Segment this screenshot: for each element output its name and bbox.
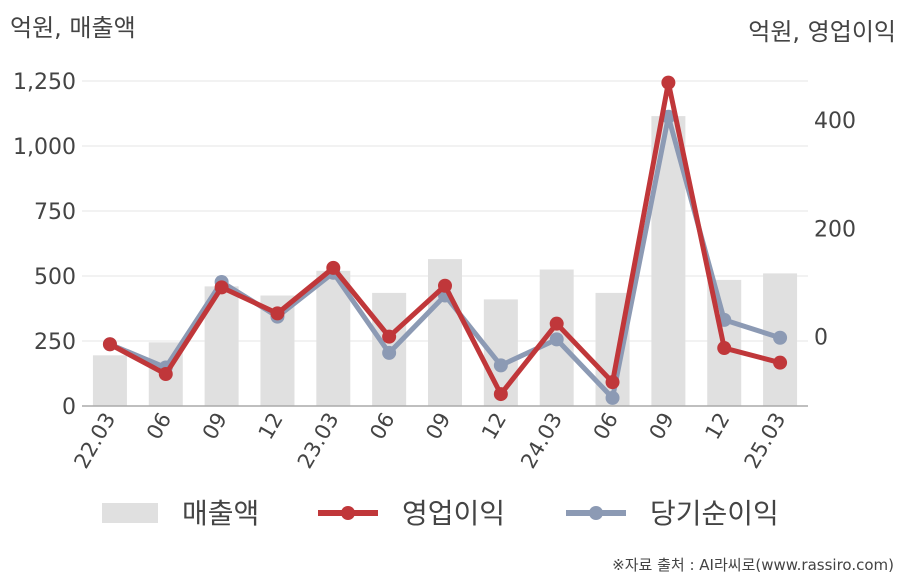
- right-axis-title: 억원, 영업이익: [748, 18, 896, 46]
- x-tick-label: 06: [589, 409, 623, 444]
- gridlines: [82, 80, 808, 342]
- legend-label: 당기순이익: [650, 497, 779, 530]
- left-axis-ticks: 0 250 500 750 1,000 1,250: [13, 70, 76, 420]
- line-series: [102, 75, 788, 405]
- left-tick-label: 0: [62, 395, 76, 420]
- left-tick-label: 250: [34, 330, 76, 355]
- data-point: [158, 367, 173, 382]
- legend-label: 영업이익: [402, 497, 505, 530]
- left-tick-label: 750: [34, 200, 76, 225]
- left-tick-label: 1,250: [13, 70, 76, 95]
- data-point: [661, 75, 676, 90]
- x-tick-label: 09: [645, 409, 679, 444]
- data-point: [773, 355, 788, 370]
- x-tick-label: 12: [477, 409, 511, 444]
- x-tick-label: 06: [142, 409, 176, 444]
- data-point: [270, 306, 285, 321]
- left-axis-title: 억원, 매출액: [10, 14, 136, 42]
- left-tick-label: 500: [34, 265, 76, 290]
- legend-swatch-bar: [102, 503, 158, 523]
- right-tick-label: 200: [814, 217, 856, 242]
- legend: 매출액 영업이익 당기순이익: [102, 497, 779, 530]
- left-tick-label: 1,000: [13, 135, 76, 160]
- x-tick-label: 24.03: [516, 409, 567, 473]
- data-point: [382, 329, 397, 344]
- data-point: [717, 341, 732, 356]
- data-point: [493, 358, 508, 373]
- x-axis-ticks: 22.03 06 09 12 23.03 06 09 12 24.03 06 09 12 25.03: [69, 409, 790, 473]
- data-point: [102, 337, 117, 352]
- legend-swatch-marker: [589, 506, 603, 520]
- x-tick-label: 09: [198, 409, 232, 444]
- data-point: [549, 316, 564, 331]
- x-tick-label: 25.03: [740, 409, 791, 473]
- source-text: ※자료 출처 : AI라씨로(www.rassiro.com): [612, 556, 894, 574]
- data-point: [438, 278, 452, 293]
- data-point: [326, 260, 341, 275]
- data-point: [605, 375, 620, 390]
- right-tick-label: 0: [814, 326, 828, 351]
- data-point: [382, 345, 397, 360]
- legend-label: 매출액: [182, 497, 259, 530]
- legend-swatch-marker: [341, 506, 355, 520]
- data-point: [773, 330, 788, 345]
- data-point: [605, 390, 620, 405]
- x-tick-label: 12: [700, 409, 734, 444]
- data-point: [493, 387, 508, 402]
- right-axis-ticks: 0 200 400: [814, 109, 856, 351]
- data-point: [549, 332, 564, 347]
- x-tick-label: 23.03: [293, 409, 344, 473]
- x-tick-label: 06: [365, 409, 399, 444]
- bar: [92, 355, 127, 406]
- x-tick-label: 09: [421, 409, 455, 444]
- x-tick-label: 12: [254, 409, 288, 444]
- x-tick-label: 22.03: [69, 409, 120, 473]
- bars-series: [92, 116, 798, 406]
- data-point: [214, 280, 229, 295]
- right-tick-label: 400: [814, 109, 856, 134]
